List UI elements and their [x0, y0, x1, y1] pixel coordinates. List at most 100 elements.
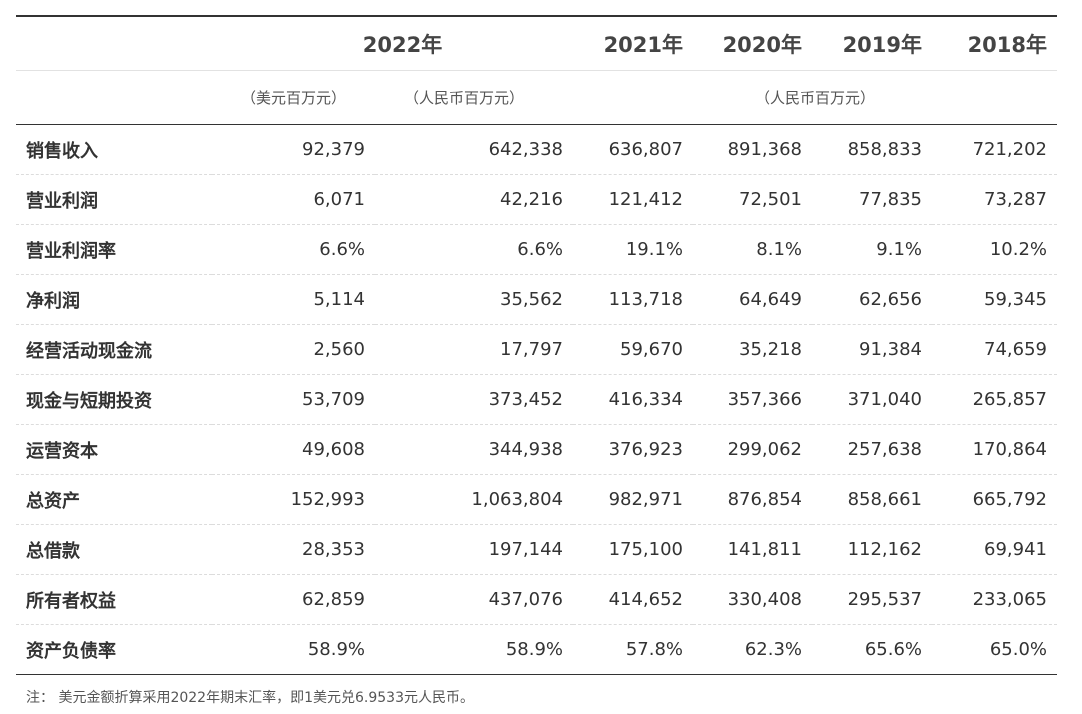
table-row: 总资产 152,993 1,063,804 982,971 876,854 858,661… — [16, 474, 1058, 525]
cell-usd-2022: 6.6% — [212, 224, 375, 275]
row-label: 净利润 — [16, 274, 212, 325]
unit-rmb-prior-label: （人民币百万元） — [573, 70, 1058, 125]
cell-rmb-2022: 373,452 — [375, 374, 574, 425]
cell-rmb-2019: 9.1% — [812, 224, 933, 275]
unit-blank-cell — [16, 70, 212, 125]
year-header-row: 2022年 2021年 2020年 2019年 2018年 — [16, 15, 1058, 71]
unit-rmb-2022-label: （人民币百万元） — [375, 70, 574, 125]
cell-rmb-2019: 112,162 — [812, 524, 933, 575]
cell-rmb-2019: 77,835 — [812, 174, 933, 225]
row-label: 总资产 — [16, 474, 212, 525]
cell-rmb-2020: 891,368 — [693, 124, 813, 175]
cell-rmb-2019: 62,656 — [812, 274, 933, 325]
cell-usd-2022: 92,379 — [212, 124, 375, 175]
unit-header-row: （美元百万元） （人民币百万元） （人民币百万元） — [16, 70, 1058, 125]
cell-rmb-2018: 73,287 — [932, 174, 1058, 225]
cell-rmb-2020: 64,649 — [693, 274, 813, 325]
cell-rmb-2021: 113,718 — [573, 274, 694, 325]
year-2018-header: 2018年 — [932, 15, 1058, 71]
cell-rmb-2020: 35,218 — [693, 324, 813, 375]
cell-rmb-2021: 175,100 — [573, 524, 694, 575]
cell-rmb-2022: 1,063,804 — [375, 474, 574, 525]
cell-rmb-2020: 330,408 — [693, 574, 813, 625]
year-2022-header: 2022年 — [212, 15, 574, 71]
table-row: 现金与短期投资 53,709 373,452 416,334 357,366 371,04… — [16, 374, 1058, 425]
cell-rmb-2021: 416,334 — [573, 374, 694, 425]
row-label: 总借款 — [16, 524, 212, 575]
cell-rmb-2022: 58.9% — [375, 624, 574, 675]
row-label: 所有者权益 — [16, 574, 212, 625]
cell-rmb-2019: 295,537 — [812, 574, 933, 625]
cell-rmb-2020: 299,062 — [693, 424, 813, 475]
cell-usd-2022: 28,353 — [212, 524, 375, 575]
year-2021-header: 2021年 — [573, 15, 694, 71]
cell-rmb-2020: 141,811 — [693, 524, 813, 575]
cell-usd-2022: 2,560 — [212, 324, 375, 375]
cell-usd-2022: 49,608 — [212, 424, 375, 475]
cell-usd-2022: 5,114 — [212, 274, 375, 325]
cell-usd-2022: 152,993 — [212, 474, 375, 525]
table-body: 销售收入 92,379 642,338 636,807 891,368 858,833 72… — [16, 124, 1058, 675]
cell-rmb-2018: 721,202 — [932, 124, 1058, 175]
row-label: 现金与短期投资 — [16, 374, 212, 425]
cell-rmb-2022: 344,938 — [375, 424, 574, 475]
table-row: 经营活动现金流 2,560 17,797 59,670 35,218 91,384 74,6… — [16, 324, 1058, 375]
cell-rmb-2018: 265,857 — [932, 374, 1058, 425]
cell-rmb-2019: 65.6% — [812, 624, 933, 675]
cell-rmb-2020: 357,366 — [693, 374, 813, 425]
cell-rmb-2018: 59,345 — [932, 274, 1058, 325]
financial-summary-table-wrapper: 2022年 2021年 2020年 2019年 2018年 （美元百万元） （人… — [16, 15, 1058, 675]
header-blank-cell — [16, 15, 212, 71]
table-row: 净利润 5,114 35,562 113,718 64,649 62,656 59,345 — [16, 274, 1058, 325]
cell-rmb-2019: 257,638 — [812, 424, 933, 475]
cell-rmb-2021: 376,923 — [573, 424, 694, 475]
unit-usd-label: （美元百万元） — [212, 70, 375, 125]
cell-rmb-2018: 74,659 — [932, 324, 1058, 375]
row-label: 运营资本 — [16, 424, 212, 475]
table-row: 销售收入 92,379 642,338 636,807 891,368 858,833 72… — [16, 124, 1058, 175]
cell-rmb-2019: 91,384 — [812, 324, 933, 375]
cell-rmb-2018: 233,065 — [932, 574, 1058, 625]
row-label: 营业利润 — [16, 174, 212, 225]
cell-rmb-2022: 642,338 — [375, 124, 574, 175]
row-label: 经营活动现金流 — [16, 324, 212, 375]
table-row: 营业利润率 6.6% 6.6% 19.1% 8.1% 9.1% 10.2% — [16, 224, 1058, 275]
cell-rmb-2021: 414,652 — [573, 574, 694, 625]
cell-rmb-2022: 6.6% — [375, 224, 574, 275]
cell-rmb-2018: 10.2% — [932, 224, 1058, 275]
cell-rmb-2018: 69,941 — [932, 524, 1058, 575]
cell-usd-2022: 58.9% — [212, 624, 375, 675]
cell-rmb-2021: 57.8% — [573, 624, 694, 675]
financial-summary-table: 2022年 2021年 2020年 2019年 2018年 （美元百万元） （人… — [16, 15, 1058, 675]
cell-rmb-2021: 982,971 — [573, 474, 694, 525]
cell-rmb-2022: 437,076 — [375, 574, 574, 625]
cell-rmb-2021: 19.1% — [573, 224, 694, 275]
cell-rmb-2021: 636,807 — [573, 124, 694, 175]
footnote: 注： 美元金额折算采用2022年期末汇率，即1美元兑6.9533元人民币。 — [26, 690, 474, 706]
cell-rmb-2018: 665,792 — [932, 474, 1058, 525]
cell-rmb-2022: 17,797 — [375, 324, 574, 375]
cell-rmb-2019: 858,833 — [812, 124, 933, 175]
row-label: 营业利润率 — [16, 224, 212, 275]
cell-rmb-2020: 8.1% — [693, 224, 813, 275]
cell-rmb-2020: 876,854 — [693, 474, 813, 525]
table-row: 资产负债率 58.9% 58.9% 57.8% 62.3% 65.6% 65.0% — [16, 624, 1058, 675]
cell-rmb-2018: 65.0% — [932, 624, 1058, 675]
cell-rmb-2018: 170,864 — [932, 424, 1058, 475]
row-label: 销售收入 — [16, 124, 212, 175]
table-row: 营业利润 6,071 42,216 121,412 72,501 77,835 73,287 — [16, 174, 1058, 225]
cell-rmb-2022: 35,562 — [375, 274, 574, 325]
cell-rmb-2019: 858,661 — [812, 474, 933, 525]
cell-rmb-2022: 42,216 — [375, 174, 574, 225]
year-2020-header: 2020年 — [693, 15, 813, 71]
table-row: 运营资本 49,608 344,938 376,923 299,062 257,638 17… — [16, 424, 1058, 475]
cell-rmb-2021: 121,412 — [573, 174, 694, 225]
cell-usd-2022: 6,071 — [212, 174, 375, 225]
row-label: 资产负债率 — [16, 624, 212, 675]
table-row: 总借款 28,353 197,144 175,100 141,811 112,162 69,… — [16, 524, 1058, 575]
cell-rmb-2019: 371,040 — [812, 374, 933, 425]
cell-usd-2022: 62,859 — [212, 574, 375, 625]
cell-rmb-2022: 197,144 — [375, 524, 574, 575]
year-2019-header: 2019年 — [812, 15, 933, 71]
cell-rmb-2020: 62.3% — [693, 624, 813, 675]
